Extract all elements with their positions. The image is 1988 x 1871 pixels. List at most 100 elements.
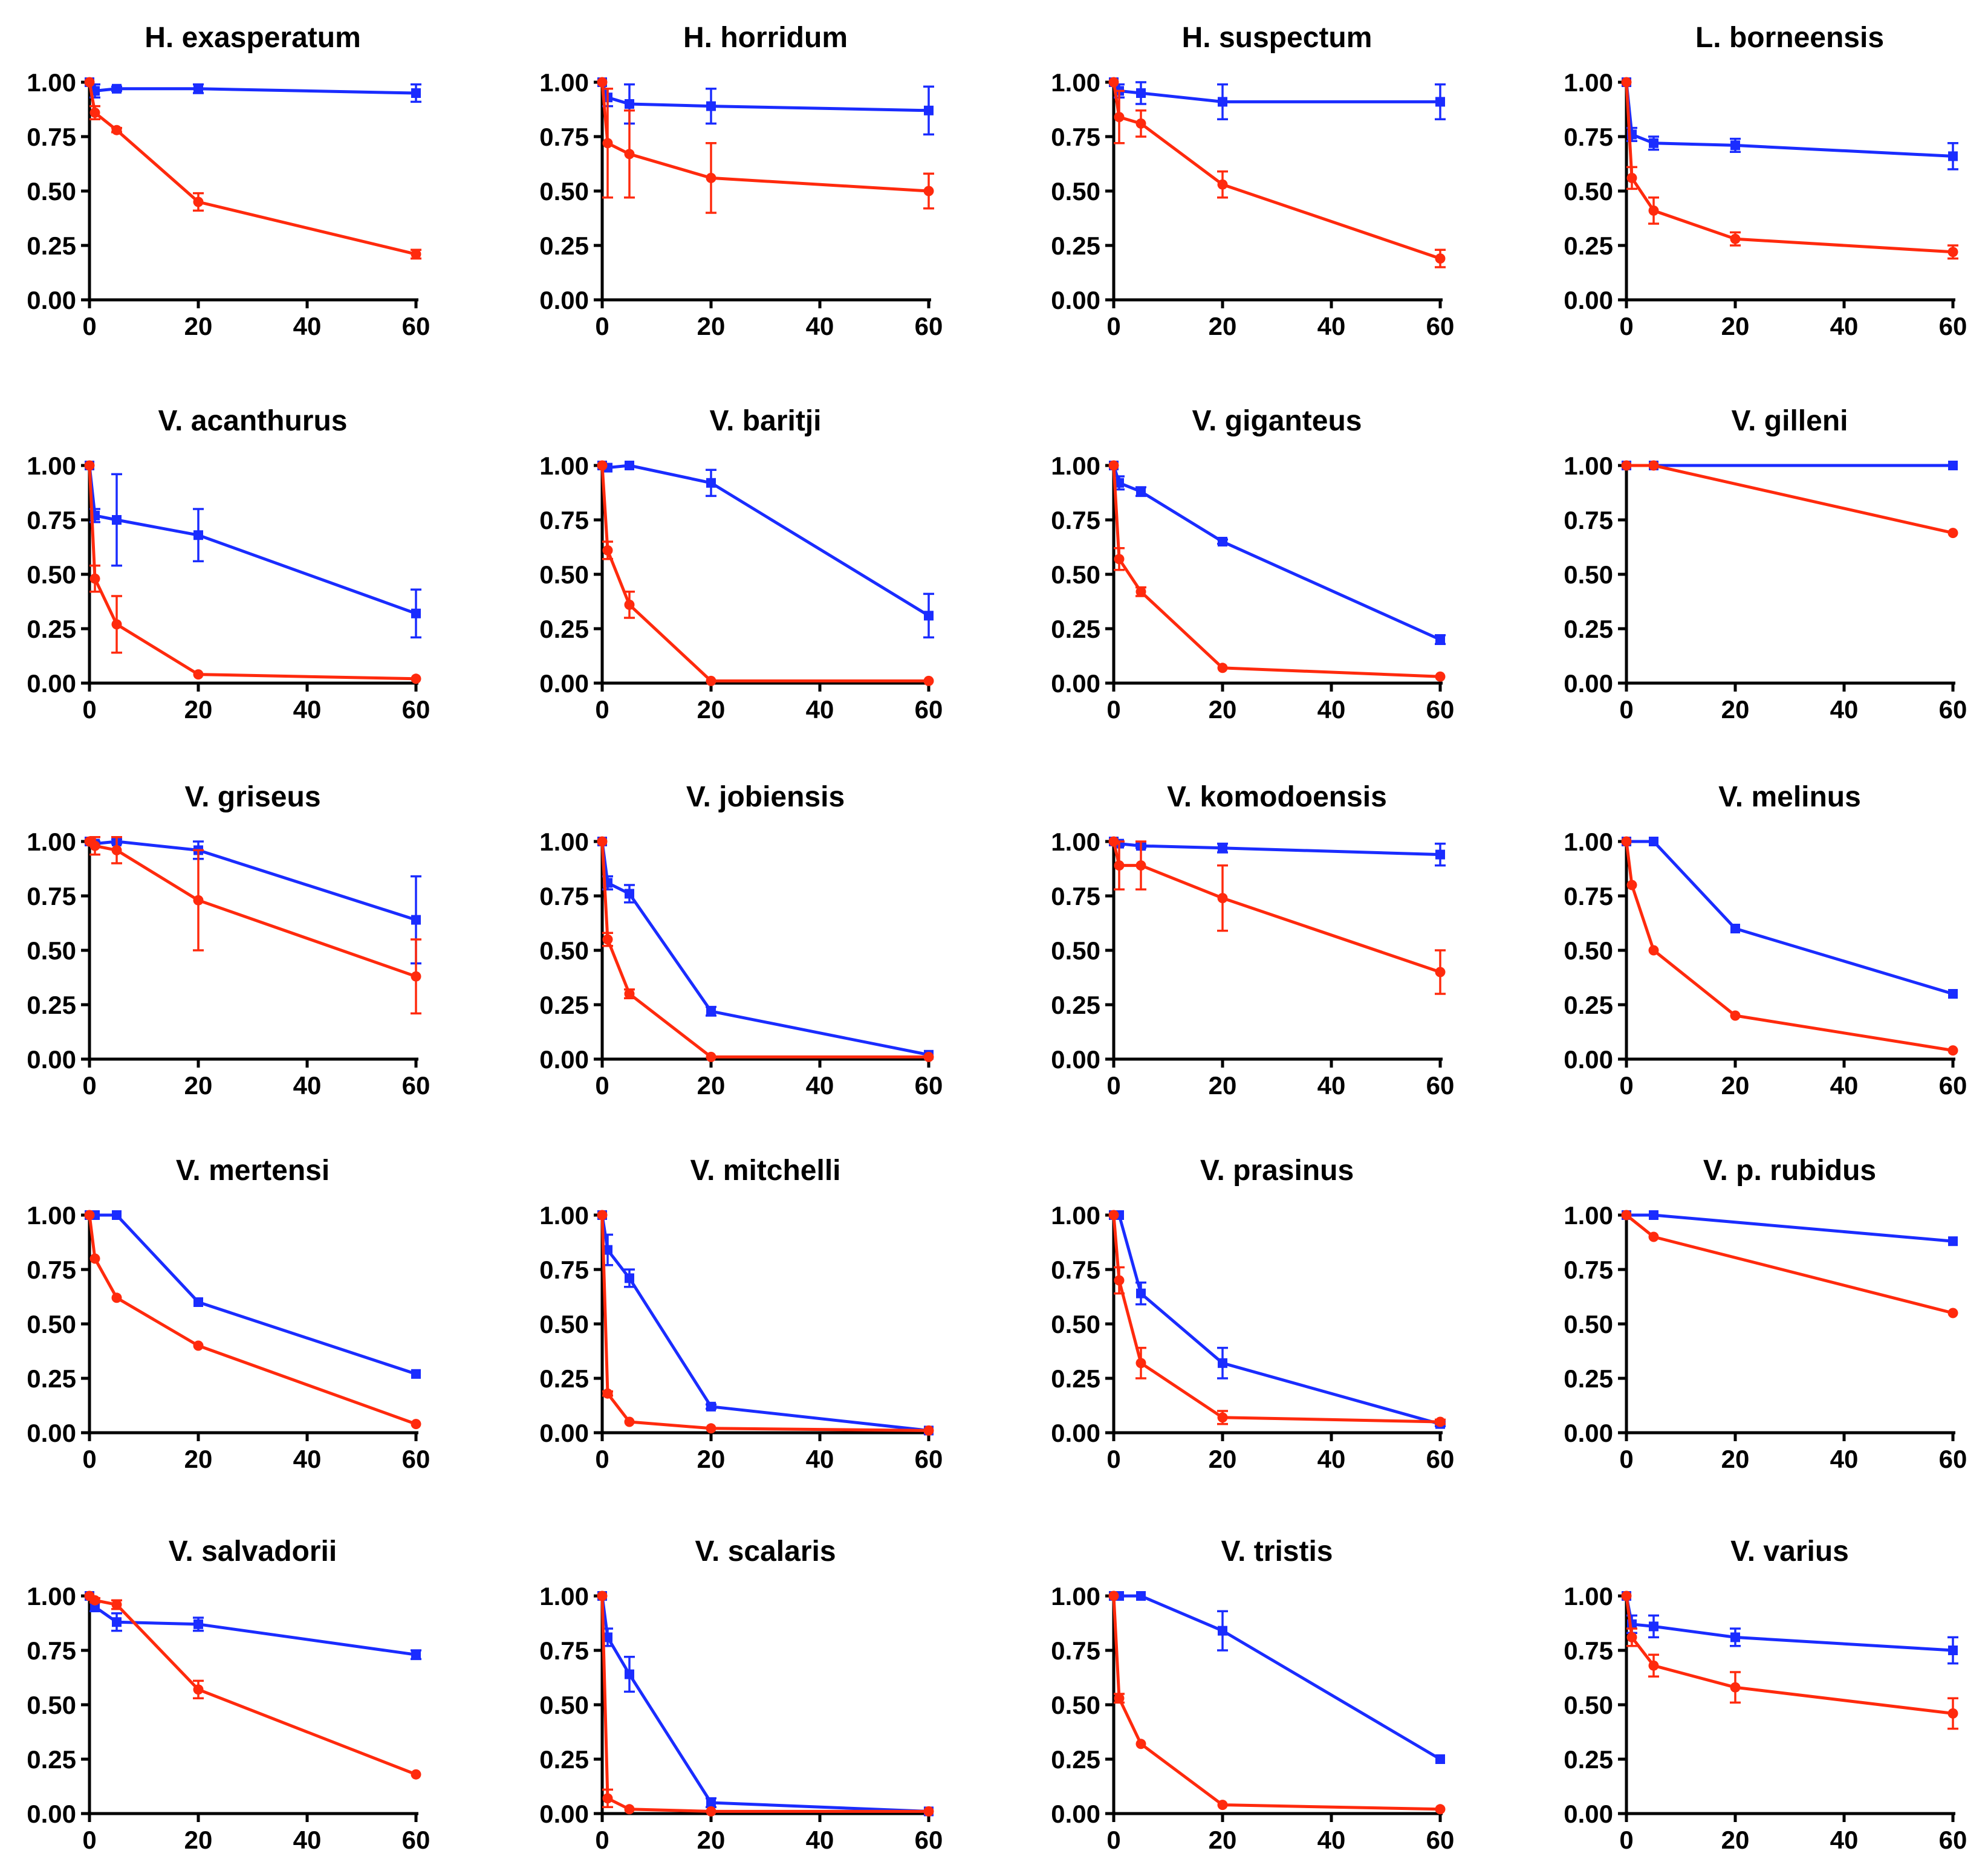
x-tick-label: 60	[1939, 1826, 1967, 1854]
series-line	[1626, 1213, 1954, 1243]
y-tick-label: 0.75	[539, 882, 589, 910]
x-tick-label: 0	[1619, 312, 1633, 340]
x-tick-label: 60	[1426, 1826, 1455, 1854]
panel-title: V. gilleni	[1732, 405, 1848, 437]
series-line	[600, 1214, 929, 1432]
panel-title: V. tristis	[1221, 1535, 1333, 1568]
data-point	[112, 1210, 122, 1220]
x-tick-label: 20	[1721, 1826, 1750, 1854]
series-red	[1621, 1591, 1958, 1730]
chart-panel: V. acanthurus 0.00 0.25 0.50 0.75 1.00 0 20 40 60	[27, 405, 430, 724]
data-point	[624, 599, 635, 610]
x-tick-label: 20	[1721, 695, 1750, 724]
series-line	[1114, 1213, 1441, 1426]
data-point	[1649, 1621, 1658, 1632]
series-line	[1112, 841, 1441, 974]
y-tick-label: 0.00	[27, 286, 76, 314]
x-tick-label: 0	[82, 1445, 96, 1473]
y-tick-label: 0.00	[1051, 286, 1100, 314]
panel-title: V. scalaris	[695, 1535, 836, 1568]
y-tick-label: 0.25	[539, 232, 589, 260]
data-point	[924, 105, 934, 115]
x-tick-label: 20	[1209, 695, 1237, 724]
y-tick-label: 1.00	[539, 452, 589, 480]
series-red	[1621, 836, 1958, 1056]
x-tick-label: 60	[1426, 312, 1455, 340]
panel-title: V. prasinus	[1200, 1155, 1354, 1187]
data-point	[597, 77, 608, 88]
y-tick-label: 0.75	[27, 1256, 76, 1284]
data-point	[1135, 1358, 1146, 1369]
x-tick-label: 20	[697, 1445, 726, 1473]
y-tick-label: 0.00	[539, 1045, 589, 1074]
data-point	[411, 1650, 421, 1660]
data-point	[1136, 88, 1146, 98]
y-tick-label: 0.50	[1051, 1691, 1100, 1719]
data-point	[602, 934, 613, 945]
series-line	[88, 82, 417, 256]
data-point	[111, 1292, 122, 1303]
data-point	[111, 619, 122, 630]
chart-panel: V. tristis 0.00 0.25 0.50 0.75 1.00 0 20 40 60	[1051, 1535, 1454, 1854]
data-point	[1730, 1010, 1741, 1021]
y-tick-label: 1.00	[1564, 1201, 1613, 1230]
series-line	[1112, 81, 1440, 103]
x-tick-label: 40	[806, 695, 834, 724]
x-tick-label: 40	[1830, 312, 1859, 340]
y-tick-label: 0.50	[27, 1691, 76, 1719]
data-point	[1947, 528, 1958, 539]
x-tick-label: 40	[293, 1826, 322, 1854]
data-point	[1218, 537, 1227, 546]
y-tick-label: 0.75	[1051, 1636, 1100, 1665]
series-line	[1625, 82, 1954, 254]
panel-title: V. komodoensis	[1167, 781, 1387, 813]
data-point	[1435, 849, 1445, 860]
data-point	[1136, 487, 1146, 497]
data-point	[193, 83, 203, 94]
x-tick-label: 20	[184, 695, 213, 724]
data-point	[603, 1632, 612, 1642]
data-point	[602, 1793, 613, 1804]
series-red	[597, 77, 934, 214]
y-tick-label: 0.00	[539, 669, 589, 698]
y-tick-label: 0.00	[1564, 286, 1613, 314]
y-tick-label: 0.00	[1051, 669, 1100, 698]
x-tick-label: 0	[1106, 1071, 1120, 1100]
data-point	[1948, 1646, 1958, 1655]
series-blue	[85, 77, 421, 103]
y-tick-label: 0.75	[27, 506, 76, 534]
y-tick-label: 1.00	[1564, 1582, 1613, 1610]
y-tick-label: 0.75	[1564, 1256, 1613, 1284]
series-line	[89, 1213, 417, 1376]
chart-panel: V. komodoensis 0.00 0.25 0.50 0.75 1.00 0 20 40 6…	[1051, 781, 1454, 1100]
chart-panel: H. horridum 0.00 0.25 0.50 0.75 1.00 0 20 40 60	[539, 22, 943, 340]
x-tick-label: 60	[402, 1071, 430, 1100]
y-tick-label: 1.00	[1051, 1582, 1100, 1610]
data-point	[602, 545, 613, 556]
data-point	[602, 138, 613, 149]
series-blue	[85, 1210, 421, 1379]
data-point	[1114, 554, 1125, 565]
series-blue	[1622, 77, 1958, 170]
x-tick-label: 40	[806, 1445, 834, 1473]
x-tick-label: 0	[1619, 1071, 1633, 1100]
data-point	[411, 915, 421, 925]
data-point	[1626, 172, 1637, 183]
series-blue	[1109, 837, 1446, 867]
y-tick-label: 0.50	[1564, 936, 1613, 965]
series-line	[600, 1214, 929, 1432]
panel-title: V. p. rubidus	[1703, 1155, 1876, 1187]
data-point	[597, 836, 608, 847]
data-point	[624, 988, 635, 999]
chart-panel: V. scalaris 0.00 0.25 0.50 0.75 1.00 0 20 40 60	[539, 1535, 943, 1854]
y-tick-label: 0.25	[1051, 991, 1100, 1019]
y-tick-label: 0.50	[27, 177, 76, 206]
y-tick-label: 0.50	[539, 936, 589, 965]
x-tick-label: 40	[1317, 312, 1346, 340]
y-tick-label: 0.50	[539, 177, 589, 206]
y-tick-label: 0.75	[539, 123, 589, 151]
y-tick-label: 1.00	[27, 1201, 76, 1230]
series-blue	[85, 837, 421, 965]
series-blue	[1622, 1591, 1958, 1665]
data-point	[89, 573, 100, 584]
